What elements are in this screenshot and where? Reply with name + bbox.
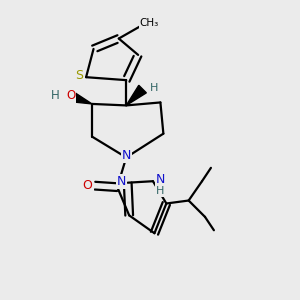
Text: N: N bbox=[122, 149, 131, 162]
Polygon shape bbox=[69, 92, 92, 104]
Polygon shape bbox=[126, 85, 146, 105]
Text: CH₃: CH₃ bbox=[140, 18, 159, 28]
Text: N: N bbox=[156, 173, 165, 186]
Text: O: O bbox=[66, 89, 75, 102]
Text: H: H bbox=[51, 88, 59, 101]
Text: H: H bbox=[156, 186, 165, 196]
Text: O: O bbox=[82, 178, 92, 192]
Text: N: N bbox=[117, 175, 127, 188]
Text: S: S bbox=[76, 69, 84, 82]
Text: H: H bbox=[150, 82, 158, 93]
